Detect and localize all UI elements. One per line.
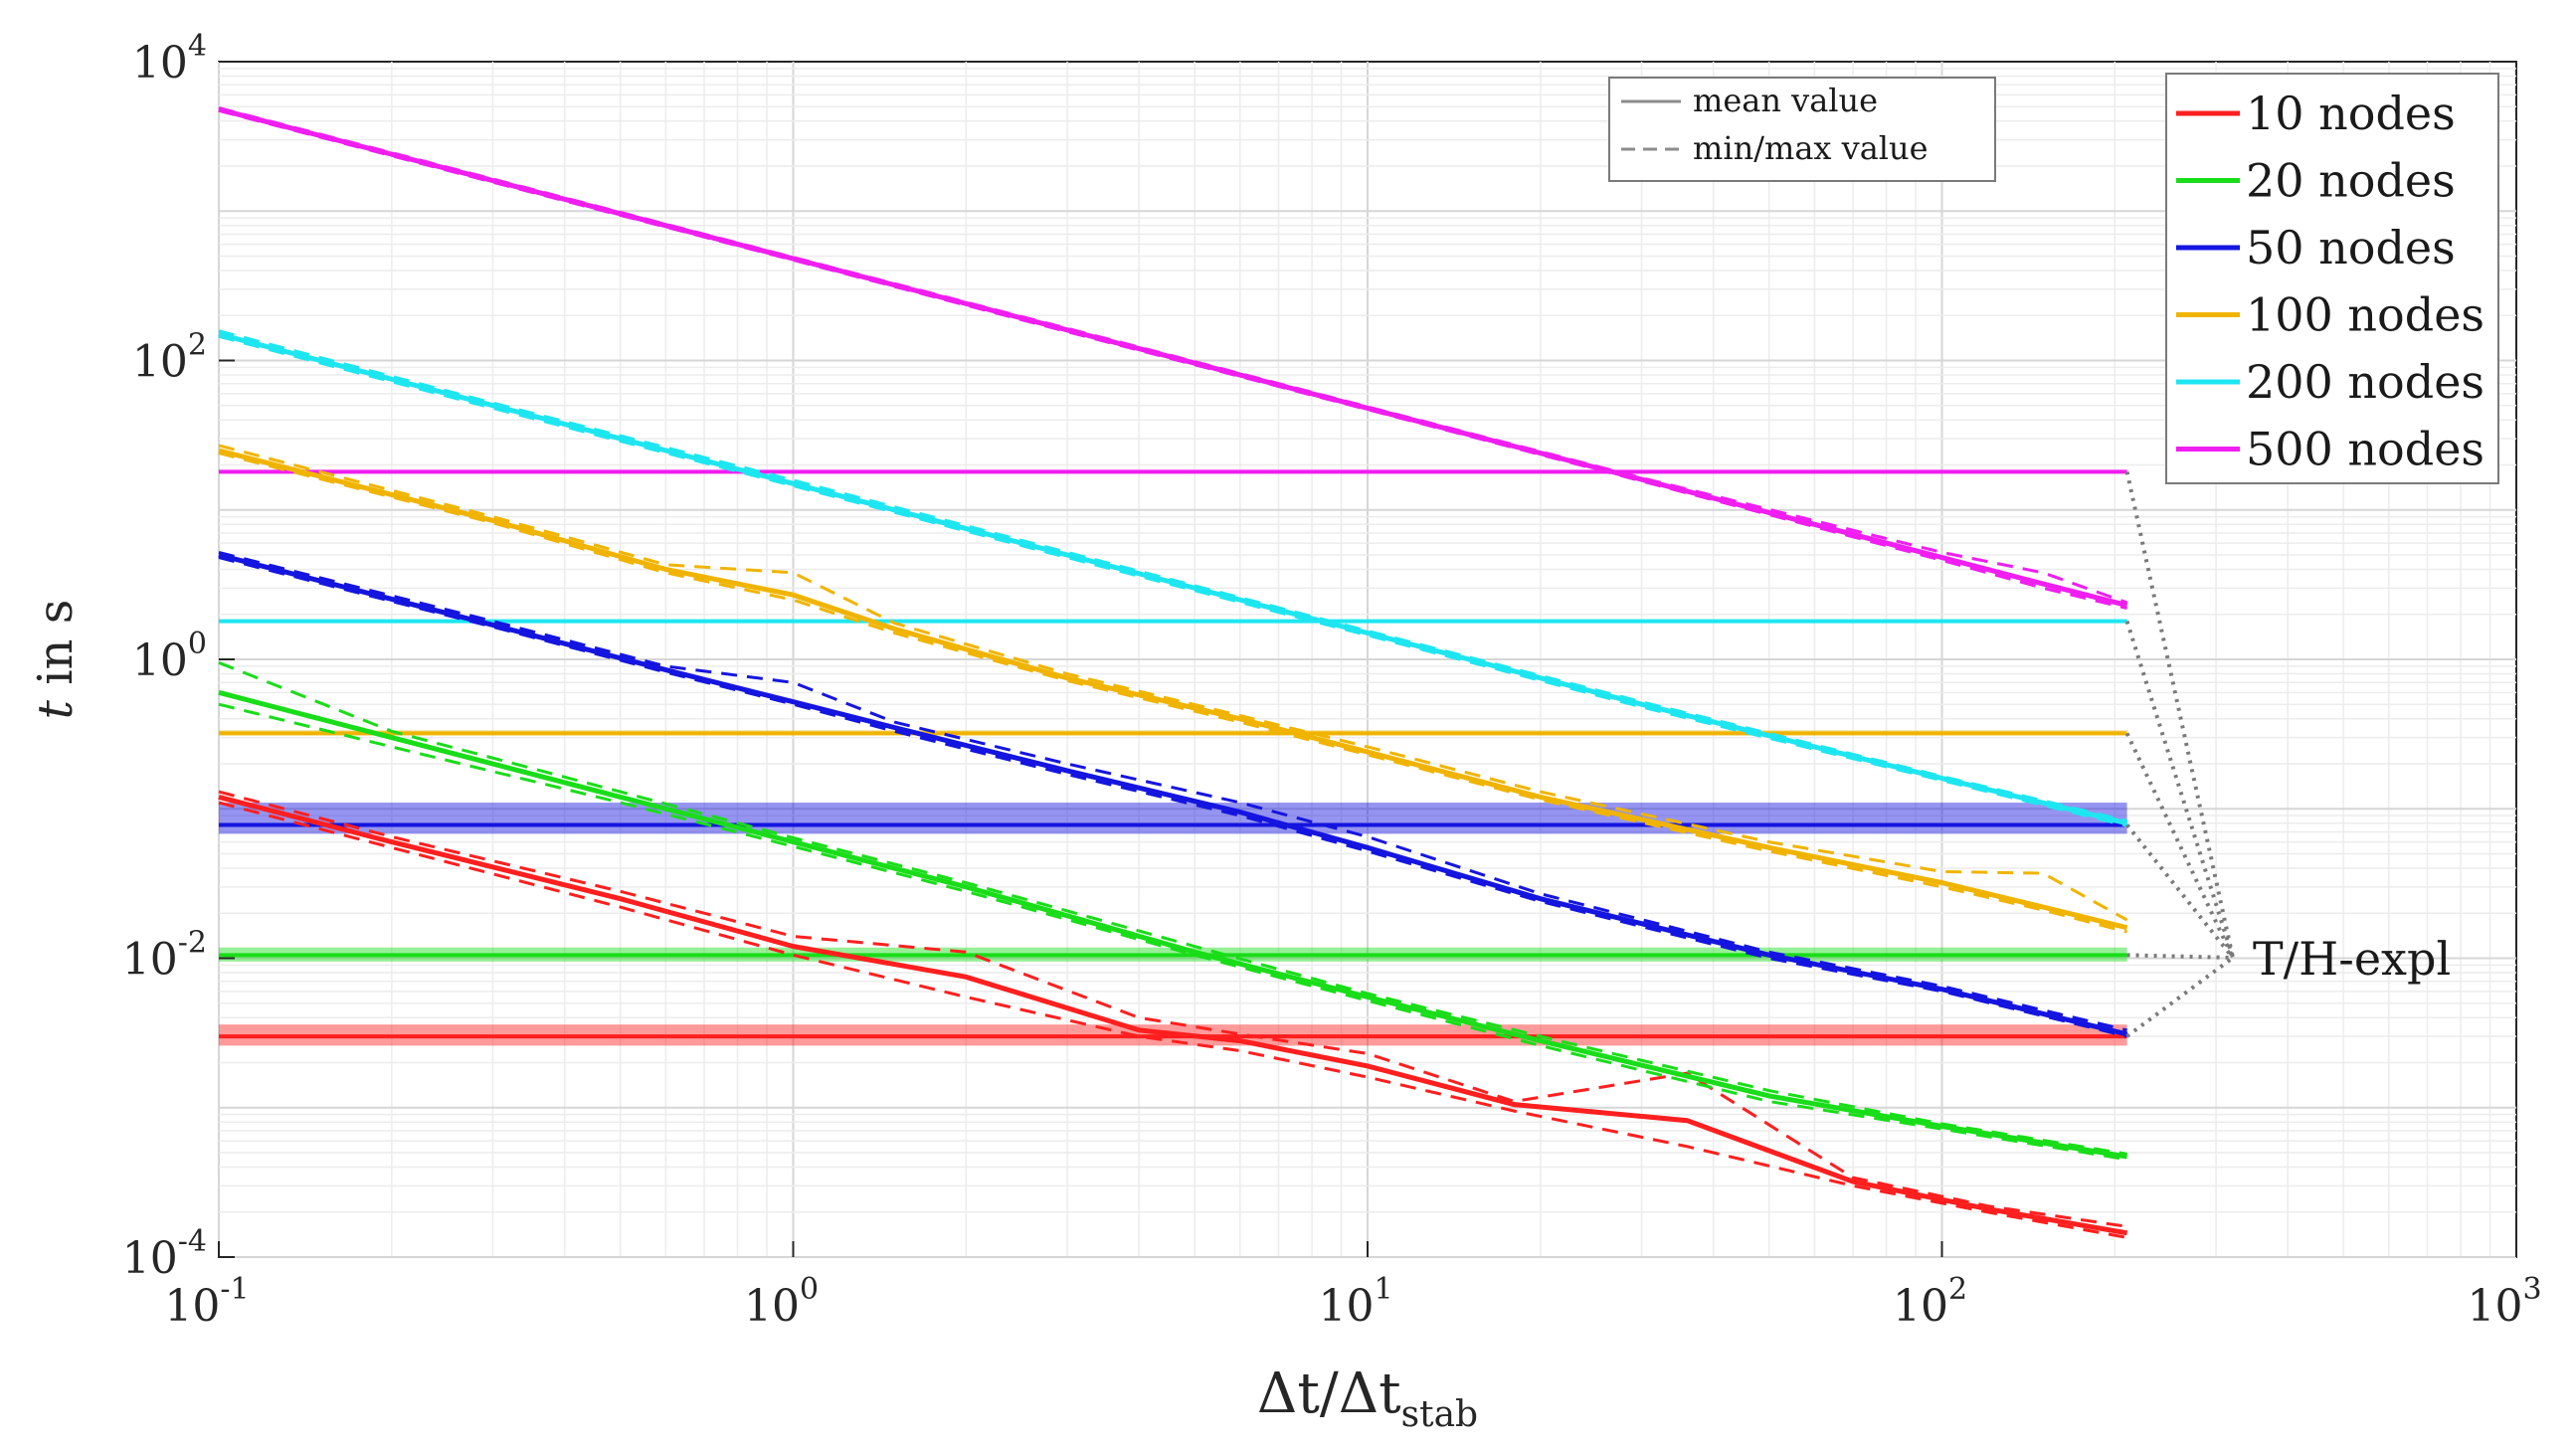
legend-label: 50 nodes [2246,221,2456,274]
explicit-band [219,803,2127,834]
y-tick-label: 104 [132,29,207,89]
x-tick-exp: -1 [220,1272,249,1307]
y-tick-base: 10 [122,1233,178,1284]
series-min-line [218,801,2127,1239]
x-tick-label: 102 [1893,1272,1967,1332]
y-tick-label: 102 [132,328,207,388]
x-tick-exp: 0 [800,1272,819,1307]
series-max-line [218,106,2128,605]
x-tick-label: 101 [1318,1272,1392,1332]
annotation: T/H-expl [2124,470,2451,1038]
annotation-connector [2124,470,2235,959]
y-tick-label: 10-4 [122,1224,207,1284]
x-tick-base: 10 [2467,1281,2522,1332]
legend-mean-label: mean value [1693,82,1878,119]
y-axis-title: t in s [28,600,84,720]
y-tick-base: 10 [132,635,188,686]
y-tick-exp: 4 [188,29,207,64]
y-tick-base: 10 [132,337,188,388]
x-tick-label: 103 [2467,1272,2541,1332]
legend-label: 200 nodes [2246,355,2484,409]
series-mean-line [218,106,2128,609]
y-tick-exp: 2 [188,328,207,363]
series-min-line [218,702,2127,1162]
legend-label: 100 nodes [2246,288,2484,342]
x-tick-exp: 2 [1948,1272,1967,1307]
annotation-connector [2125,823,2235,960]
series-min-line [218,108,2127,611]
x-tick-label: 100 [744,1272,819,1332]
x-tick-base: 10 [164,1281,220,1332]
legend-label: 20 nodes [2246,154,2456,208]
series-mean-line [218,689,2128,1160]
style-legend: mean value min/max value [1608,77,1996,182]
y-tick-exp: -2 [178,926,207,961]
x-tick-exp: 1 [1374,1272,1392,1307]
x-axis-title: Δt/Δtstab [1257,1361,1478,1435]
annotation-connector [2124,732,2235,959]
series-max-line [218,550,2127,1032]
legend-label: 10 nodes [2246,87,2456,140]
series-lines [218,106,2128,1239]
grid [218,62,2516,1258]
y-tick-base: 10 [122,935,178,986]
style-legend-box [1608,77,1996,182]
x-axis-title-sub: stab [1401,1394,1478,1435]
y-tick-label: 10-2 [122,926,207,986]
x-tick-base: 10 [744,1281,800,1332]
x-tick-exp: 3 [2522,1272,2541,1307]
series-min-line [218,556,2127,1038]
y-axis-title-rest: in s [28,600,84,700]
series-mean-line [218,794,2128,1236]
x-axis-title-main: Δt/Δt [1257,1361,1401,1426]
series-max-line [218,790,2127,1228]
series-max-line [218,660,2127,1156]
y-tick-label: 100 [132,627,207,686]
x-tick-label: 10-1 [164,1272,249,1332]
annotation-label: T/H-expl [2253,932,2451,986]
series-legend-box [2165,73,2499,484]
legend-minmax-label: min/max value [1693,129,1929,167]
series-mean-line [218,448,2128,931]
series-legend: 10 nodes 20 nodes 50 nodes 100 nodes 200 nod… [2165,73,2499,484]
series-mean-line [218,552,2128,1037]
y-tick-exp: -4 [178,1224,207,1259]
y-tick-base: 10 [132,38,188,89]
x-tick-base: 10 [1893,1281,1948,1332]
series-max-line [218,444,2128,922]
annotation-connector [2125,956,2235,1038]
x-tick-base: 10 [1318,1281,1374,1332]
series-mean-line [218,331,2128,826]
legend-label: 500 nodes [2246,423,2484,476]
y-tick-exp: 0 [188,627,207,661]
y-axis-title-italic: t [28,699,84,719]
